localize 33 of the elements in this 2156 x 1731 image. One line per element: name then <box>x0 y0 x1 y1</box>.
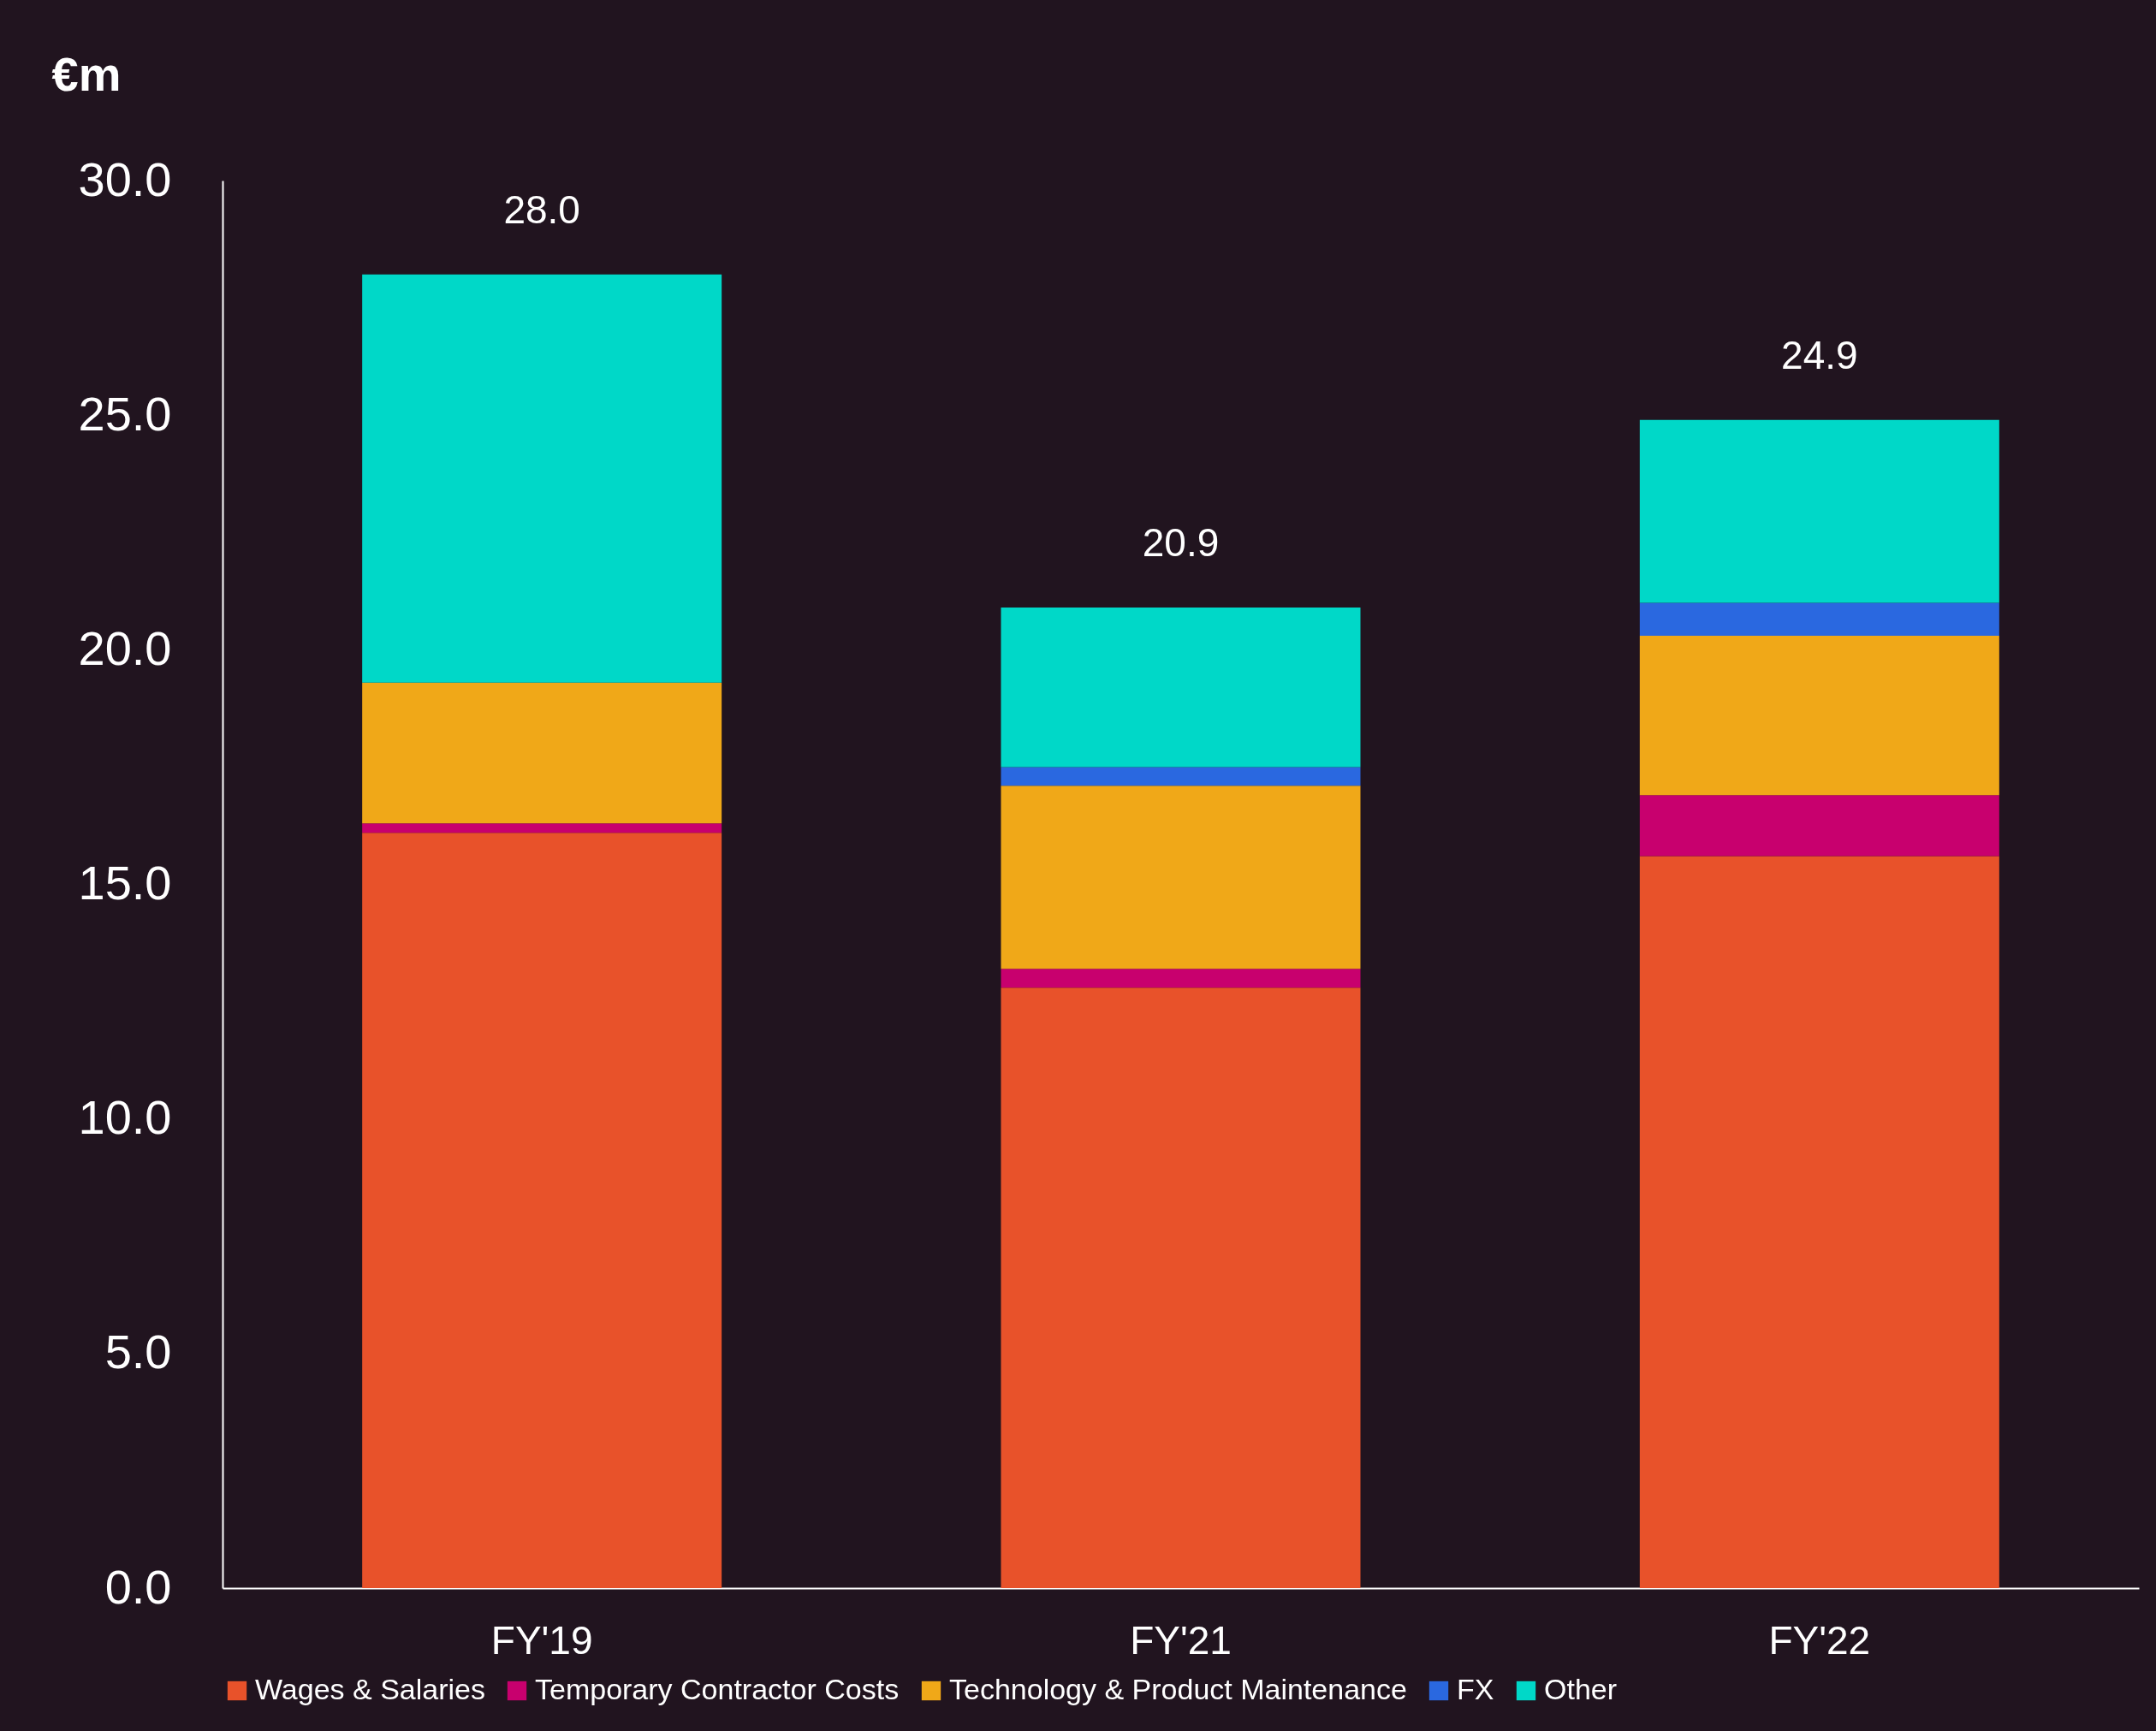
legend-label: Wages & Salaries <box>255 1673 485 1705</box>
y-tick-label: 25.0 <box>78 386 172 441</box>
bar <box>1001 969 1361 988</box>
x-tick-label: FY'22 <box>1768 1617 1871 1663</box>
legend-label: FX <box>1457 1673 1494 1705</box>
bar <box>1639 795 1999 857</box>
bar <box>1001 987 1361 1588</box>
bar <box>1639 419 1999 603</box>
total-label: 28.0 <box>503 187 580 232</box>
y-tick-label: 0.0 <box>104 1559 172 1614</box>
total-label: 24.9 <box>1781 332 1858 377</box>
legend-label: Technology & Product Maintenance <box>949 1673 1407 1705</box>
bar <box>1001 785 1361 969</box>
bar <box>1639 602 1999 636</box>
y-axis-title: €m <box>51 46 122 101</box>
x-tick-label: FY'19 <box>490 1617 593 1663</box>
bar <box>362 682 722 824</box>
x-tick-label: FY'21 <box>1130 1617 1232 1663</box>
bar <box>362 823 722 833</box>
y-tick-label: 10.0 <box>78 1090 172 1145</box>
y-tick-label: 15.0 <box>78 856 172 910</box>
y-tick-label: 5.0 <box>104 1325 172 1379</box>
y-tick-label: 30.0 <box>78 151 172 206</box>
bar <box>362 274 722 683</box>
bar <box>1001 767 1361 786</box>
total-label: 20.9 <box>1142 519 1220 565</box>
bar <box>1639 856 1999 1588</box>
bar <box>362 833 722 1588</box>
legend-label: Other <box>1544 1673 1618 1705</box>
legend-label: Temporary Contractor Costs <box>535 1673 900 1705</box>
bar <box>1639 635 1999 796</box>
y-tick-label: 20.0 <box>78 620 172 675</box>
bar <box>1001 607 1361 768</box>
